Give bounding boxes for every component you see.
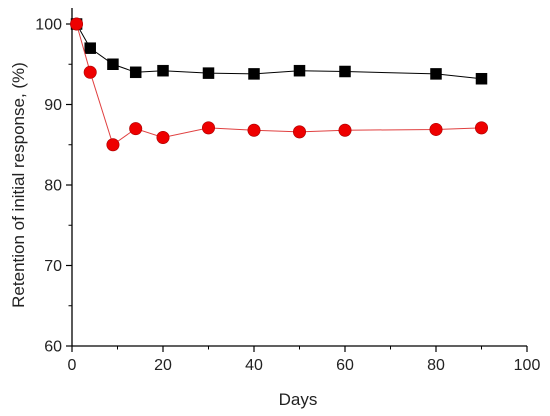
axes [71,8,527,347]
series-1 [70,18,488,85]
series-2 [70,17,488,152]
data-point-circle [70,17,84,31]
data-point-square [107,58,119,70]
x-tick-label: 40 [245,357,263,374]
data-point-square [339,65,351,78]
x-tick-label: 20 [154,357,172,374]
x-tick-label: 80 [427,357,445,374]
data-point-square [84,42,96,54]
data-point-circle [83,65,97,79]
tick-labels: 0 20 40 60 80 100 60 70 80 90 100 [35,17,540,375]
x-tick-label: 100 [514,357,541,374]
data-point-square [475,72,488,85]
data-point-square [202,67,215,79]
y-tick-label: 80 [44,178,62,195]
x-tick-label: 0 [68,357,77,374]
y-tick-label: 90 [44,97,62,114]
data-point-square [248,68,260,80]
y-tick-label: 70 [44,258,62,275]
y-tick-label: 100 [35,17,62,34]
data-point-circle [338,123,352,137]
data-point-square [430,68,442,80]
data-point-circle [247,123,261,137]
x-axis-title: Days [279,390,318,409]
data-point-circle [429,122,443,136]
tick-marks [66,23,528,352]
series-layer [70,17,488,152]
data-point-circle [156,131,170,145]
y-tick-label: 60 [44,339,62,356]
data-point-square [157,64,169,77]
data-point-circle [106,138,120,152]
data-point-circle [474,121,488,135]
data-point-circle [129,122,143,136]
data-point-square [293,64,306,77]
x-tick-label: 60 [336,357,354,374]
data-point-square [129,66,142,79]
data-point-circle [202,121,216,135]
y-axis-title: Retention of initial response, (%) [9,62,28,308]
data-point-circle [292,125,306,139]
